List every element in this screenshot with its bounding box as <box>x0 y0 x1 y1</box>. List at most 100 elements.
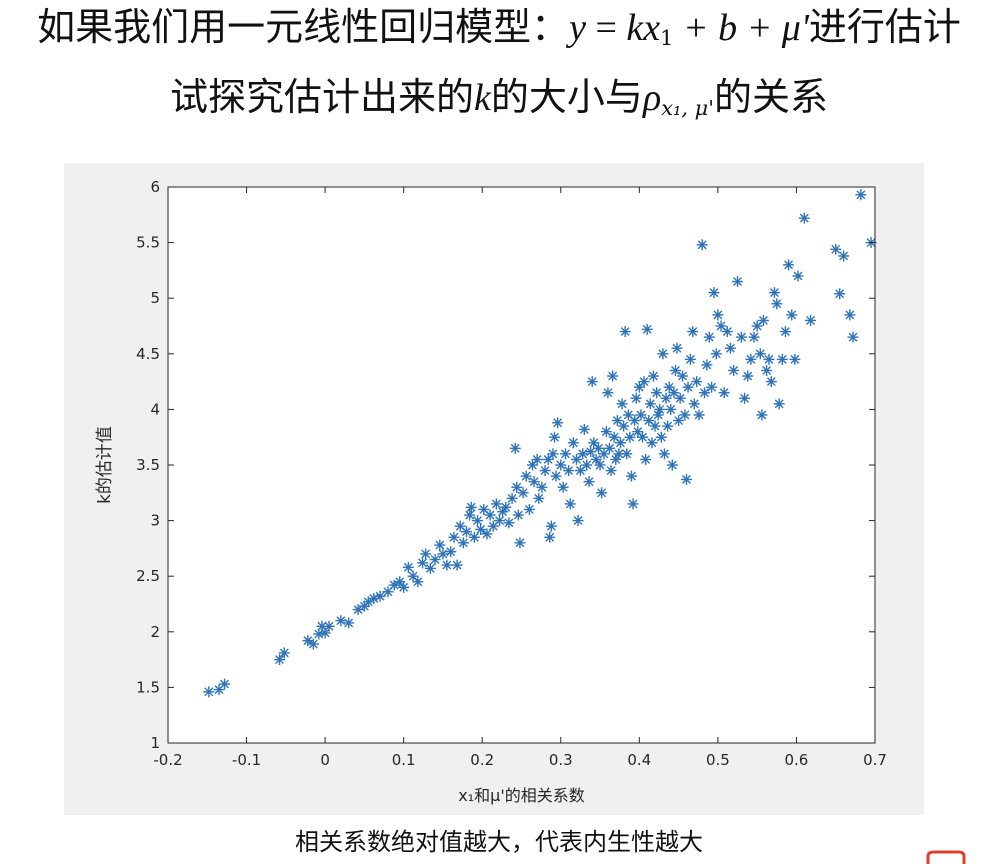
slide-title-line-2: 试探究估计出来的k的大小与ρx₁, μ'的关系 <box>0 74 998 131</box>
scatter-point <box>500 501 512 513</box>
scatter-point <box>528 476 540 488</box>
scatter-point <box>621 448 633 460</box>
scatter-point <box>586 376 598 388</box>
scatter-point <box>712 309 724 321</box>
scatter-point <box>757 314 769 326</box>
scatter-point <box>696 239 708 251</box>
scatter-point <box>665 403 677 415</box>
scatter-point <box>203 686 215 698</box>
scatter-point <box>607 370 619 382</box>
scatter-point <box>465 501 477 513</box>
y-tick-label: 4.5 <box>136 345 160 363</box>
title-equation-rest: + b + μ' <box>673 7 809 49</box>
x-tick-label: 0.1 <box>392 751 416 769</box>
x-axis-label: x₁和μ'的相关系数 <box>458 786 584 805</box>
scatter-point <box>539 465 551 477</box>
slide-caption: 相关系数绝对值越大，代表内生性越大 <box>295 828 703 856</box>
title-line2-mid: 的大小与 <box>490 75 643 119</box>
scatter-point <box>552 417 564 429</box>
scatter-point <box>402 561 414 573</box>
scatter-point <box>451 559 463 571</box>
scatter-point <box>756 409 768 421</box>
scatter-point <box>610 453 622 465</box>
x-tick-label: 0.5 <box>706 751 730 769</box>
scatter-point <box>671 342 683 354</box>
title-kx-var: kx <box>626 7 661 49</box>
scatter-point <box>472 515 484 527</box>
x-tick-label: 0.4 <box>627 751 651 769</box>
scatter-point <box>673 415 685 427</box>
scatter-point <box>457 537 469 549</box>
scatter-point <box>688 398 700 410</box>
scatter-point <box>503 517 515 529</box>
scatter-point <box>374 590 386 602</box>
scatter-point <box>536 481 548 493</box>
scatter-point <box>680 473 692 485</box>
scatter-point <box>647 370 659 382</box>
scatter-point <box>533 492 545 504</box>
scatter-point <box>550 470 562 482</box>
corner-logo-icon <box>926 850 966 864</box>
scatter-point <box>506 492 518 504</box>
x-tick-label: 0.2 <box>470 751 494 769</box>
scatter-point <box>844 309 856 321</box>
y-tick-label: 1 <box>150 734 160 752</box>
scatter-point <box>666 459 678 471</box>
scatter-point <box>441 559 453 571</box>
scatter-point <box>490 498 502 510</box>
scatter-point <box>557 481 569 493</box>
scatter-point <box>559 448 571 460</box>
scatter-point <box>641 323 653 335</box>
scatter-point <box>701 359 713 371</box>
title-y-var: y <box>569 7 586 49</box>
scatter-point <box>703 331 715 343</box>
scatter-point <box>563 465 575 477</box>
scatter-point <box>776 353 788 365</box>
scatter-point <box>742 370 754 382</box>
scatter-point <box>274 654 286 666</box>
scatter-point <box>633 381 645 393</box>
scatter-point <box>771 298 783 310</box>
scatter-point <box>461 526 473 538</box>
scatter-point <box>658 448 670 460</box>
scatter-point <box>657 348 669 360</box>
scatter-point <box>588 437 600 449</box>
scatter-point <box>590 453 602 465</box>
scatter-point <box>567 437 579 449</box>
scatter-point <box>679 409 691 421</box>
scatter-point <box>625 470 637 482</box>
scatter-chart: -0.2 -0.1 0 0.1 0.2 0.3 0.4 0.5 0.6 0.7 1 1.5 2 2.5 3 3… <box>95 178 887 805</box>
scatter-point <box>630 392 642 404</box>
scatter-point <box>728 364 740 376</box>
scatter-point <box>847 331 859 343</box>
slide-title-line-1: 如果我们用一元线性回归模型：y = kx1 + b + μ'进行估计 <box>0 4 998 61</box>
x-tick-label: 0.6 <box>785 751 809 769</box>
scatter-point <box>484 509 496 521</box>
scatter-point <box>765 376 777 388</box>
scatter-point <box>735 331 747 343</box>
scatter-point <box>674 392 686 404</box>
scatter-point <box>677 370 689 382</box>
scatter-point <box>691 376 703 388</box>
title-line2-prefix: 试探究估计出来的 <box>170 75 475 119</box>
scatter-point <box>424 562 436 574</box>
y-tick-label: 4 <box>150 400 160 418</box>
scatter-point <box>786 309 798 321</box>
scatter-point <box>834 288 846 300</box>
title-equals: = <box>585 7 627 49</box>
scatter-point <box>619 326 631 338</box>
scatter-point <box>278 647 290 659</box>
x-tick-label: -0.1 <box>232 751 261 769</box>
scatter-point <box>494 515 506 527</box>
scatter-point <box>748 331 760 343</box>
scatter-point <box>654 403 666 415</box>
title-kx-subscript: 1 <box>660 26 674 51</box>
scatter-point <box>855 189 867 201</box>
scatter-point <box>663 381 675 393</box>
scatter-point <box>464 509 476 521</box>
scatter-point <box>710 348 722 360</box>
title-line1-prefix: 如果我们用一元线性回归模型： <box>37 5 570 49</box>
scatter-point <box>307 638 319 650</box>
scatter-point <box>745 353 757 365</box>
scatter-point <box>578 423 590 435</box>
